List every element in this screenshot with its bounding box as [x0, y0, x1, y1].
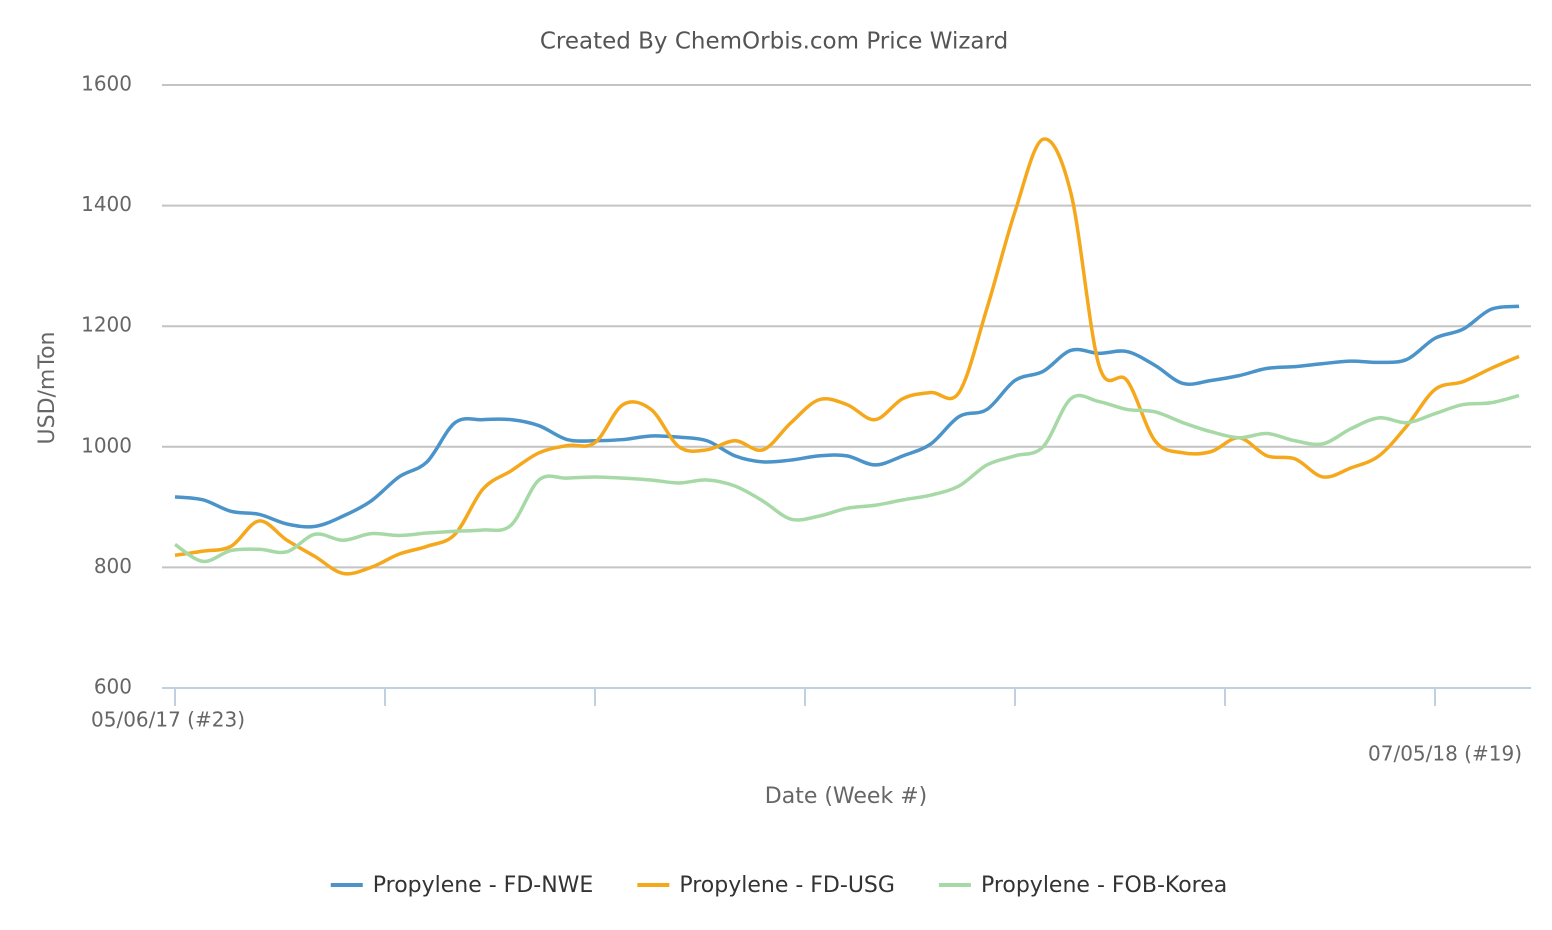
- y-tick-label: 1600: [81, 72, 132, 96]
- y-tick-label: 1400: [81, 192, 132, 216]
- y-tick-label: 1200: [81, 313, 132, 337]
- x-tick-label: 07/05/18 (#19): [1368, 742, 1522, 766]
- x-tick-label: 05/06/17 (#23): [91, 708, 245, 732]
- y-tick-label: 1000: [81, 433, 132, 457]
- y-axis-title: USD/mTon: [35, 332, 60, 445]
- chart-title: Created By ChemOrbis.com Price Wizard: [540, 29, 1008, 55]
- series-line: [174, 393, 1520, 564]
- legend-label: Propylene - FOB-Korea: [981, 873, 1227, 898]
- series-line: [174, 137, 1520, 576]
- legend-label: Propylene - FD-NWE: [373, 873, 594, 898]
- x-axis-title: Date (Week #): [765, 784, 927, 809]
- y-tick-label: 600: [94, 675, 132, 699]
- legend-label: Propylene - FD-USG: [679, 873, 895, 898]
- series-line: [174, 304, 1520, 529]
- y-tick-label: 800: [94, 554, 132, 578]
